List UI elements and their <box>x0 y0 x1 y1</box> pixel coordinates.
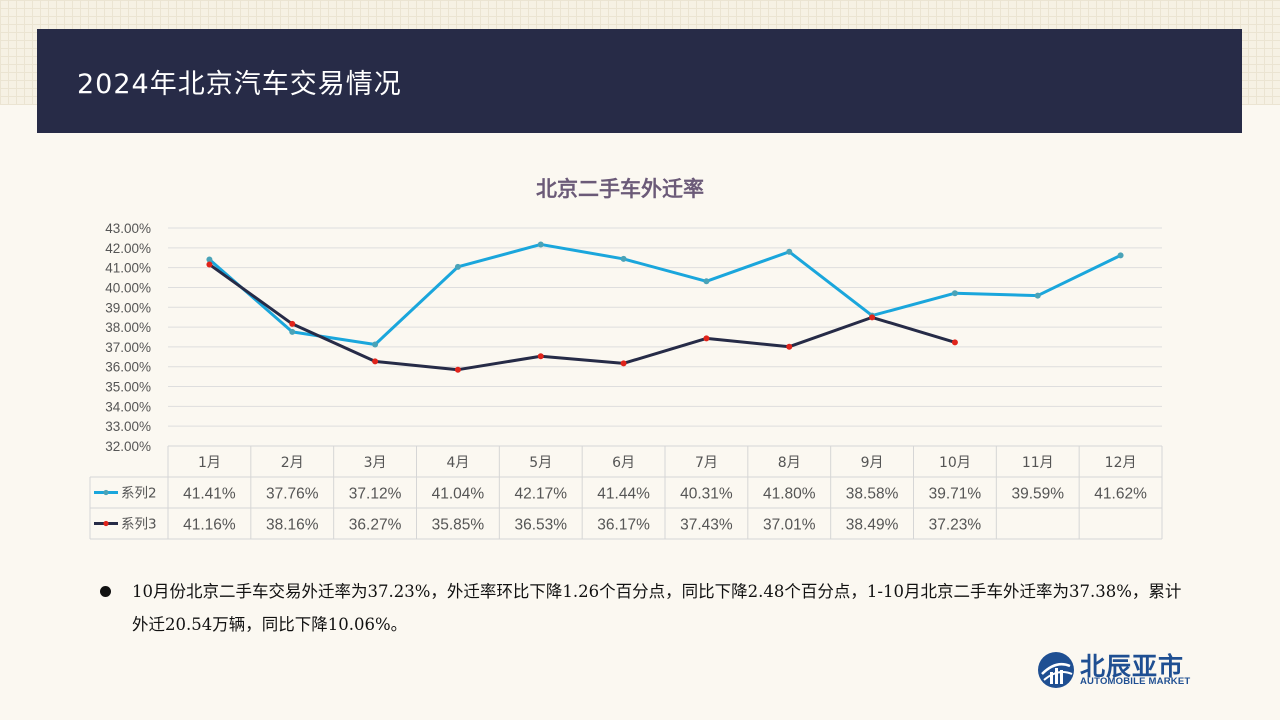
data-point <box>951 290 958 297</box>
y-tick-label: 39.00% <box>105 300 151 315</box>
data-point <box>703 278 710 285</box>
data-point <box>703 335 710 342</box>
x-tick-label: 6月 <box>612 455 635 471</box>
y-tick-label: 38.00% <box>105 320 151 335</box>
legend-key-marker <box>103 520 109 527</box>
globe-icon <box>1038 652 1074 688</box>
table-cell-value: 41.04% <box>432 486 485 503</box>
table-cell-value: 39.71% <box>929 486 982 503</box>
x-tick-label: 7月 <box>695 455 718 471</box>
y-tick-label: 35.00% <box>105 380 151 395</box>
table-cell-value: 38.58% <box>846 486 899 503</box>
table-cell-value: 38.49% <box>846 517 899 534</box>
table-cell-value: 36.27% <box>349 517 402 534</box>
data-point <box>620 360 627 367</box>
legend-label: 系列3 <box>121 517 157 533</box>
summary-bullet: 10月份北京二手车交易外迁率为37.23%，外迁率环比下降1.26个百分点，同比… <box>100 575 1190 641</box>
x-tick-label: 11月 <box>1022 455 1054 471</box>
y-tick-label: 36.00% <box>105 360 151 375</box>
x-tick-label: 1月 <box>198 455 221 471</box>
table-cell-value: 36.53% <box>514 517 567 534</box>
data-point <box>786 343 793 350</box>
data-point <box>289 328 296 335</box>
line-chart: 北京二手车外迁率 32.00% 33.00% 34.00% 35.00% 36.00% 37… <box>89 177 1163 540</box>
table-cell-value: 37.23% <box>929 517 982 534</box>
table-cell-value: 37.12% <box>349 486 402 503</box>
x-tick-label: 3月 <box>364 455 387 471</box>
header-bar: 2024年北京汽车交易情况 <box>37 29 1242 133</box>
series-line <box>208 263 956 372</box>
table-cell-value: 39.59% <box>1011 486 1064 503</box>
table-cell-value: 41.16% <box>183 517 236 534</box>
y-tick-label: 33.00% <box>105 419 151 434</box>
table-cell-value: 37.43% <box>680 517 733 534</box>
legend-key-marker <box>103 489 109 496</box>
x-tick-label: 10月 <box>939 455 971 471</box>
data-point <box>372 341 379 348</box>
legend-label: 系列2 <box>121 486 157 502</box>
data-point <box>786 248 793 255</box>
data-point <box>537 241 544 248</box>
data-point <box>206 261 213 268</box>
x-tick-label: 4月 <box>446 455 469 471</box>
brand-logo: 北辰亚市 AUTOMOBILE MARKET <box>1036 647 1216 693</box>
y-tick-label: 32.00% <box>105 439 151 454</box>
y-tick-label: 34.00% <box>105 399 151 414</box>
x-tick-label: 9月 <box>861 455 884 471</box>
table-cell-value: 41.62% <box>1094 486 1147 503</box>
page-title: 2024年北京汽车交易情况 <box>77 69 402 100</box>
series-line <box>208 242 1122 347</box>
data-point <box>454 366 461 373</box>
data-point <box>1034 292 1041 299</box>
data-point <box>951 339 958 346</box>
data-point <box>454 263 461 270</box>
table-cell-value: 41.41% <box>183 486 236 503</box>
y-tick-label: 43.00% <box>105 221 151 236</box>
table-cell-value: 41.80% <box>763 486 816 503</box>
table-cell-value: 40.31% <box>680 486 733 503</box>
data-point <box>537 353 544 360</box>
table-cell-value: 36.17% <box>597 517 650 534</box>
table-cell-value: 38.16% <box>266 517 319 534</box>
data-point <box>372 358 379 365</box>
data-point <box>1117 252 1124 259</box>
table-cell-value: 41.44% <box>597 486 650 503</box>
table-cell-value: 37.01% <box>763 517 816 534</box>
x-tick-label: 8月 <box>778 455 801 471</box>
table-cell-value: 35.85% <box>432 517 485 534</box>
data-point <box>620 255 627 262</box>
logo-english: AUTOMOBILE MARKET <box>1080 676 1191 687</box>
x-tick-label: 2月 <box>281 455 304 471</box>
y-tick-label: 41.00% <box>105 261 151 276</box>
bullet-dot <box>100 586 111 597</box>
y-tick-label: 40.00% <box>105 280 151 295</box>
summary-text: 10月份北京二手车交易外迁率为37.23%，外迁率环比下降1.26个百分点，同比… <box>132 582 1182 634</box>
x-tick-label: 5月 <box>529 455 552 471</box>
logo-chinese: 北辰亚市 <box>1080 652 1185 681</box>
table-cell-value: 42.17% <box>514 486 567 503</box>
x-tick-label: 12月 <box>1105 455 1137 471</box>
data-point <box>206 256 213 263</box>
y-tick-label: 42.00% <box>105 241 151 256</box>
table-cell-value: 37.76% <box>266 486 319 503</box>
data-point <box>289 320 296 327</box>
data-point <box>869 314 876 321</box>
chart-title: 北京二手车外迁率 <box>536 177 704 201</box>
y-tick-label: 37.00% <box>105 340 151 355</box>
